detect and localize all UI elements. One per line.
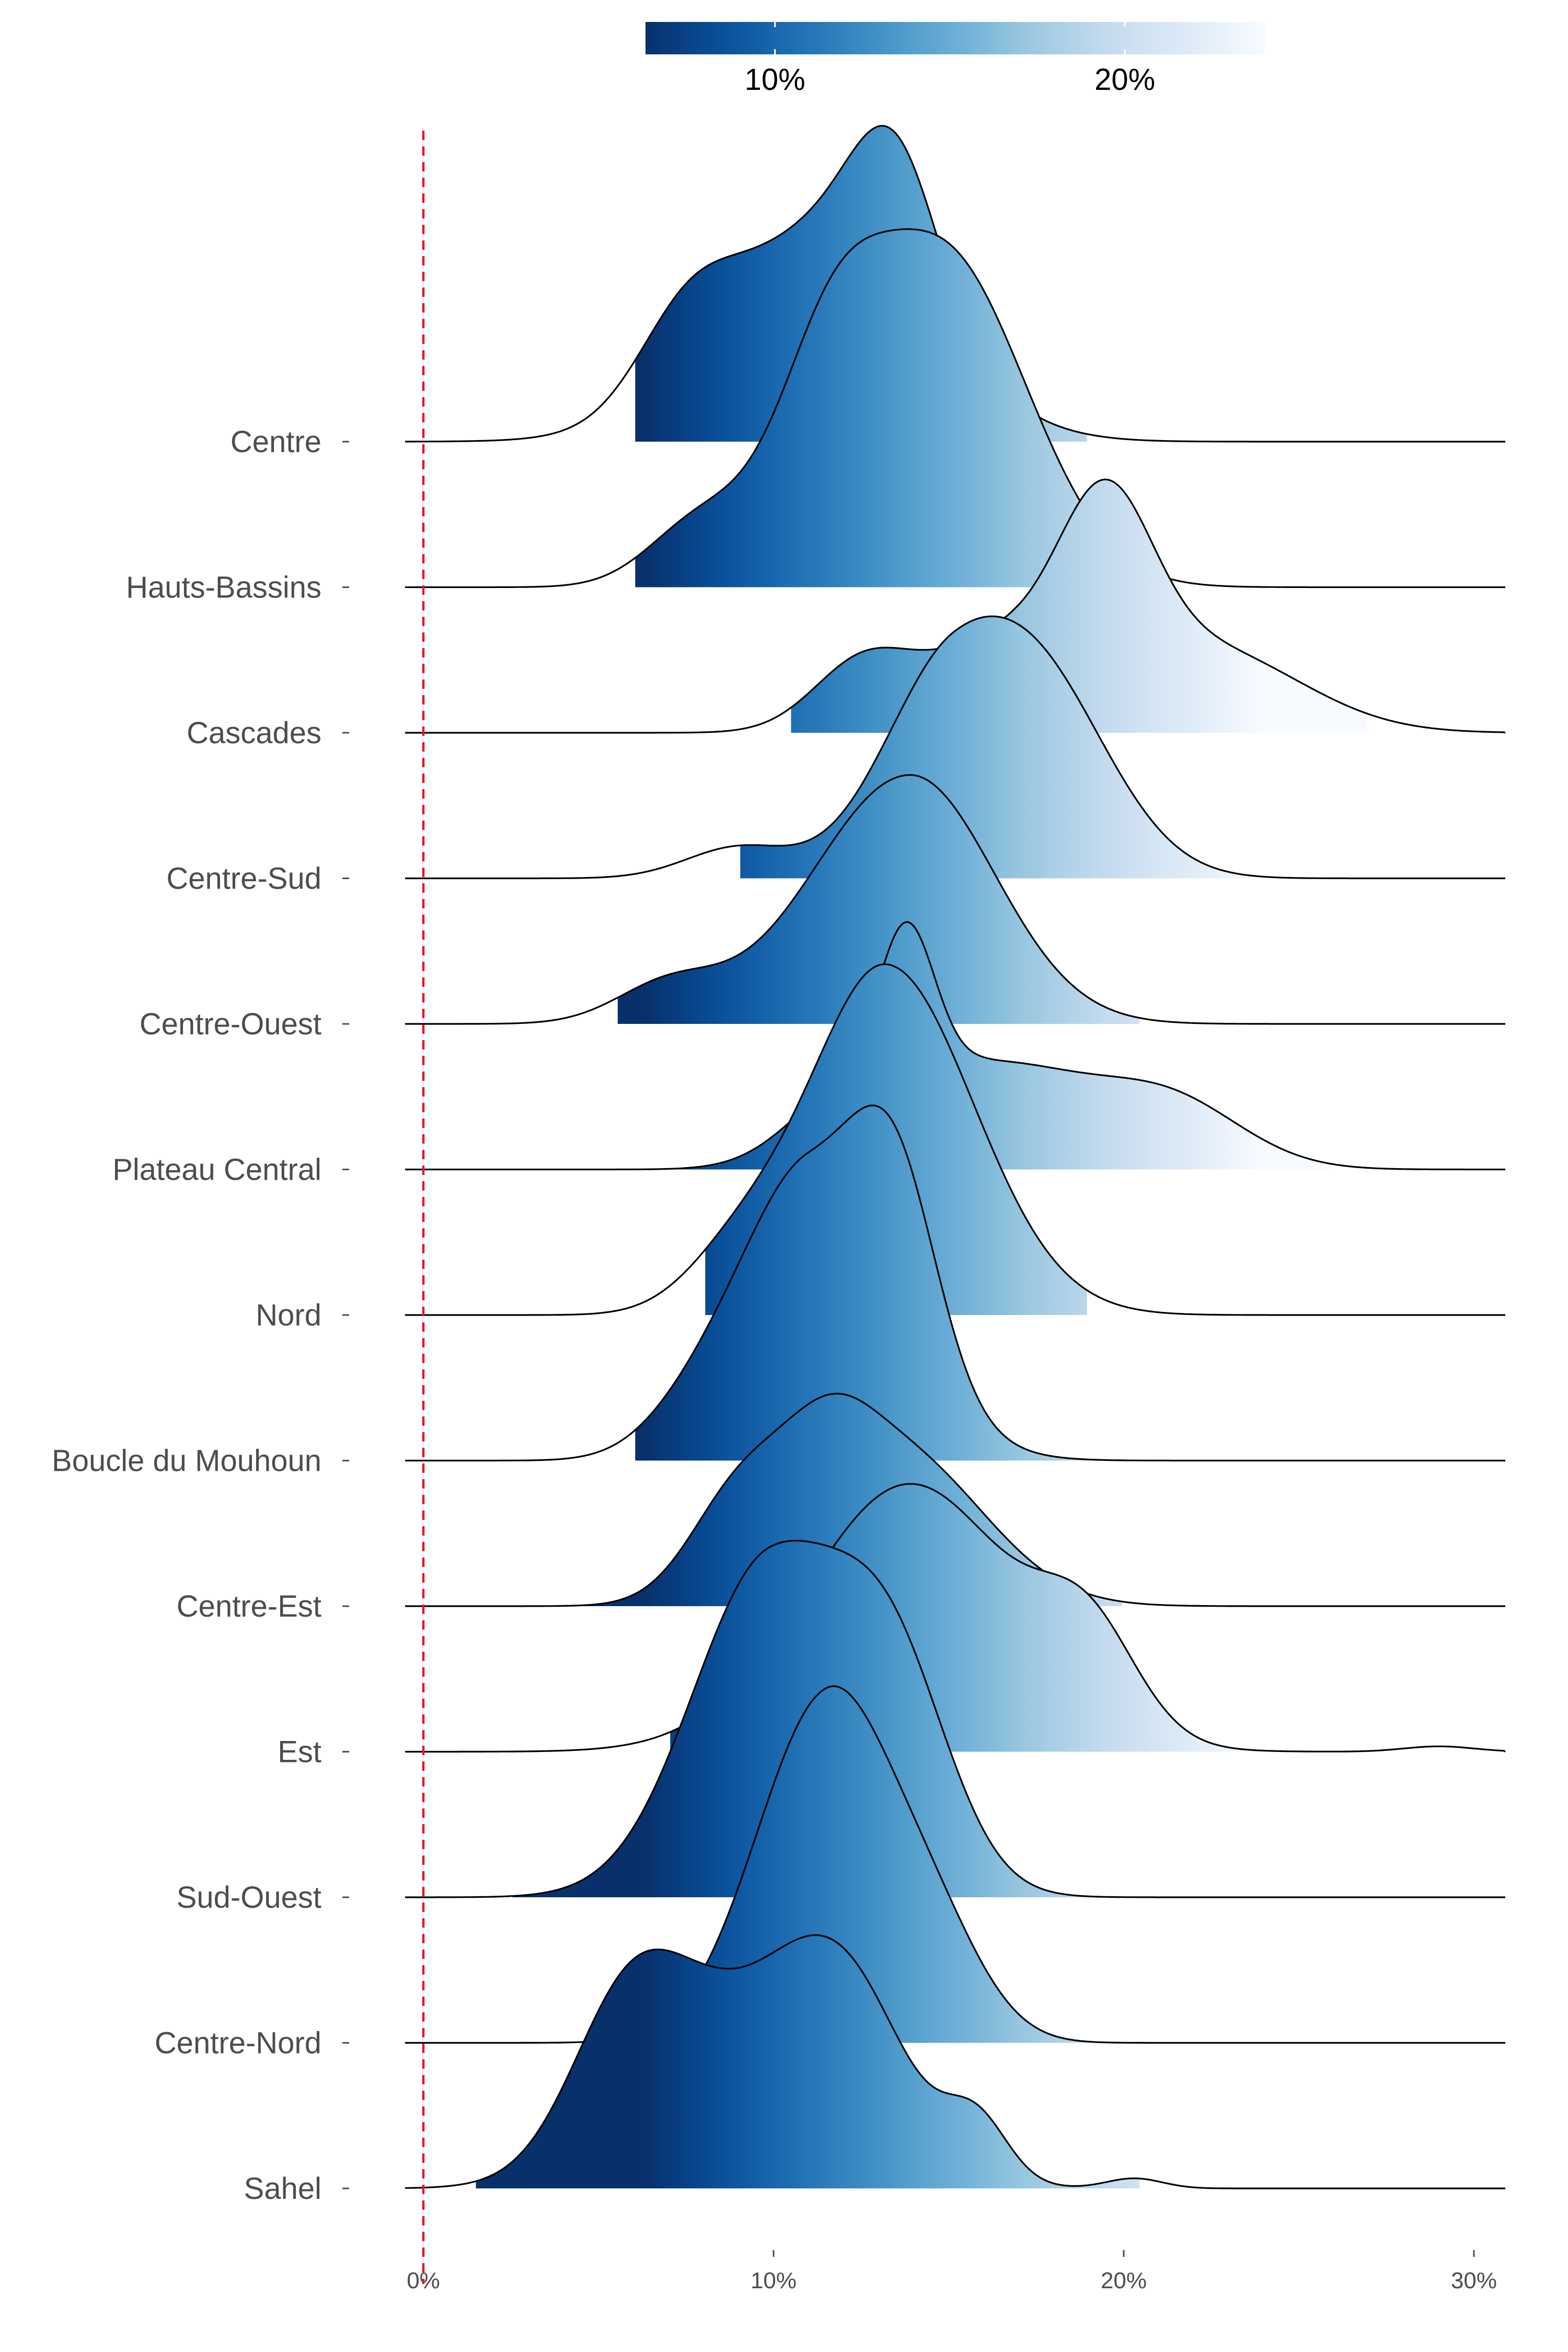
ridge-line-centre-ouest	[405, 774, 1505, 1025]
y-label: Sahel	[244, 2172, 321, 2206]
ridge-line-plateau-central	[405, 921, 1505, 1171]
y-label: Centre-Est	[177, 1589, 321, 1623]
ridge-line-centre-est	[405, 1392, 1505, 1607]
ridge-line-hauts-bassins	[405, 228, 1505, 589]
y-label: Centre-Nord	[155, 2026, 321, 2060]
x-tick-label: 20%	[1101, 2268, 1147, 2293]
ridge-line-centre-sud	[405, 615, 1505, 880]
x-tick-label: 30%	[1451, 2268, 1497, 2293]
color-legend: 10% 20%	[645, 22, 1265, 97]
ridge-fill-centre-ouest	[617, 775, 1140, 1024]
ridge-fill-sahel	[476, 1935, 1140, 2188]
ridge-line-nord	[405, 963, 1505, 1316]
y-label: Centre-Ouest	[140, 1007, 321, 1041]
x-tick-label: 10%	[751, 2268, 797, 2293]
ridge-fill-boucle-du-mouhoun	[635, 1105, 1192, 1461]
x-axis: 0% 10% 20% 30%	[407, 2250, 1497, 2293]
ridge-line-sud-ouest	[405, 1540, 1505, 1898]
legend-tick-label: 10%	[745, 63, 805, 97]
y-label: Sud-Ouest	[177, 1881, 321, 1915]
ridge-line-boucle-du-mouhoun	[405, 1104, 1505, 1462]
y-label: Plateau Central	[112, 1153, 321, 1187]
color-legend-bar	[645, 22, 1265, 54]
y-label: Centre	[230, 425, 321, 459]
y-label: Hauts-Bassins	[126, 571, 321, 605]
y-label: Est	[278, 1735, 321, 1769]
ridge-fill-centre-nord	[582, 1686, 1122, 2043]
y-axis-labels: Centre Hauts-Bassins Cascades Centre-Sud Cen…	[52, 425, 349, 2206]
y-label: Cascades	[187, 716, 321, 750]
y-label: Centre-Sud	[166, 862, 321, 896]
ridge-line-est	[405, 1483, 1506, 1753]
ridges	[405, 125, 1506, 2189]
legend-tick-label: 20%	[1094, 63, 1155, 97]
y-label: Boucle du Mouhoun	[52, 1444, 321, 1478]
ridge-fill-hauts-bassins	[635, 229, 1105, 587]
ridge-line-sahel	[405, 1934, 1505, 2189]
y-label: Nord	[256, 1298, 321, 1332]
